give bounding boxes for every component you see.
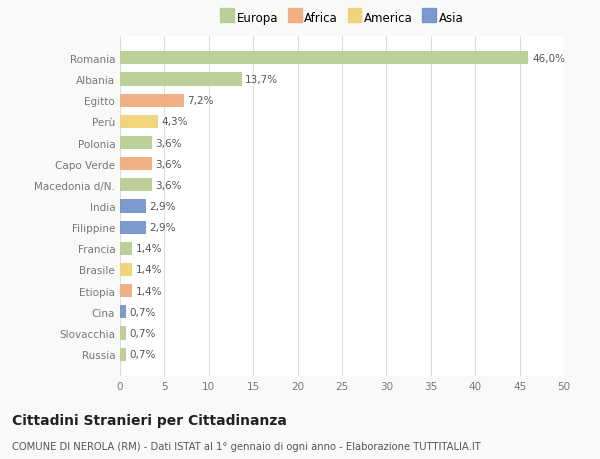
Text: COMUNE DI NEROLA (RM) - Dati ISTAT al 1° gennaio di ogni anno - Elaborazione TUT: COMUNE DI NEROLA (RM) - Dati ISTAT al 1°… xyxy=(12,441,481,451)
Bar xyxy=(120,158,152,171)
Bar xyxy=(120,306,126,319)
Text: 3,6%: 3,6% xyxy=(155,138,182,148)
Text: 3,6%: 3,6% xyxy=(155,159,182,169)
Text: 13,7%: 13,7% xyxy=(245,75,278,85)
Text: 2,9%: 2,9% xyxy=(149,202,176,212)
Text: 4,3%: 4,3% xyxy=(162,117,188,127)
Bar xyxy=(120,179,152,192)
Text: 0,7%: 0,7% xyxy=(130,307,156,317)
Text: 46,0%: 46,0% xyxy=(532,54,565,64)
Bar xyxy=(120,116,158,129)
Bar xyxy=(120,95,184,107)
Text: 3,6%: 3,6% xyxy=(155,180,182,190)
Bar xyxy=(120,285,133,297)
Bar xyxy=(120,263,133,276)
Bar xyxy=(120,221,146,234)
Bar xyxy=(120,137,152,150)
Text: 0,7%: 0,7% xyxy=(130,349,156,359)
Bar xyxy=(120,52,529,65)
Bar xyxy=(120,200,146,213)
Text: 0,7%: 0,7% xyxy=(130,328,156,338)
Legend: Europa, Africa, America, Asia: Europa, Africa, America, Asia xyxy=(218,10,466,28)
Text: 7,2%: 7,2% xyxy=(187,96,214,106)
Text: 1,4%: 1,4% xyxy=(136,265,163,275)
Bar xyxy=(120,348,126,361)
Text: 1,4%: 1,4% xyxy=(136,244,163,254)
Text: 1,4%: 1,4% xyxy=(136,286,163,296)
Bar xyxy=(120,73,242,86)
Text: Cittadini Stranieri per Cittadinanza: Cittadini Stranieri per Cittadinanza xyxy=(12,413,287,427)
Bar xyxy=(120,242,133,255)
Bar xyxy=(120,327,126,340)
Text: 2,9%: 2,9% xyxy=(149,223,176,233)
